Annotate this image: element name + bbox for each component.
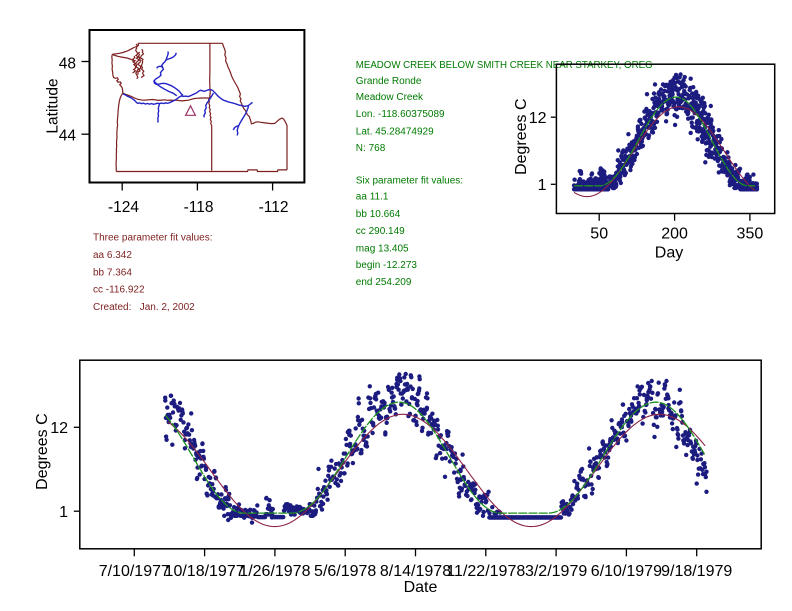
svg-text:1/26/1978: 1/26/1978 [239, 563, 310, 580]
svg-text:6/10/1979: 6/10/1979 [591, 563, 662, 580]
svg-text:50: 50 [590, 226, 608, 243]
svg-text:12: 12 [50, 420, 68, 437]
svg-text:11/22/1978: 11/22/1978 [446, 563, 525, 580]
svg-text:aa 6.342: aa 6.342 [93, 250, 132, 261]
svg-text:Latitude: Latitude [45, 78, 62, 133]
svg-text:Created: Jan. 2, 2002: Created: Jan. 2, 2002 [93, 302, 195, 313]
svg-text:begin -12.273: begin -12.273 [356, 260, 418, 271]
svg-text:48: 48 [59, 55, 76, 72]
svg-text:Degrees C: Degrees C [34, 413, 51, 489]
svg-text:Three parameter fit values:: Three parameter fit values: [93, 233, 213, 244]
svg-text:7/10/1977: 7/10/1977 [99, 563, 170, 580]
svg-text:8/14/1978: 8/14/1978 [380, 563, 451, 580]
svg-text:44: 44 [59, 128, 77, 145]
svg-text:5/6/1978: 5/6/1978 [314, 563, 376, 580]
svg-text:Meadow Creek: Meadow Creek [356, 92, 424, 103]
svg-text:bb 10.664: bb 10.664 [356, 209, 401, 220]
svg-text:1: 1 [59, 504, 68, 521]
svg-text:Lon. -118.60375089: Lon. -118.60375089 [356, 109, 445, 120]
svg-text:200: 200 [661, 226, 688, 243]
svg-text:cc 290.149: cc 290.149 [356, 226, 405, 237]
svg-text:Lat. 45.28474929: Lat. 45.28474929 [356, 127, 434, 138]
svg-text:mag 13.405: mag 13.405 [356, 243, 409, 254]
svg-text:aa 11.1: aa 11.1 [356, 192, 389, 203]
svg-text:Six parameter fit values:: Six parameter fit values: [356, 176, 463, 187]
svg-text:-118: -118 [184, 199, 214, 216]
svg-text:12: 12 [529, 110, 547, 127]
svg-text:end 254.209: end 254.209 [356, 277, 412, 288]
svg-text:MEADOW CREEK BELOW SMITH CREEK: MEADOW CREEK BELOW SMITH CREEK NEAR STAR… [356, 60, 653, 71]
svg-text:-112: -112 [259, 199, 289, 216]
svg-text:-124: -124 [108, 199, 139, 216]
svg-text:10/18/1977: 10/18/1977 [165, 563, 245, 580]
svg-text:350: 350 [737, 226, 764, 243]
svg-text:Day: Day [655, 244, 683, 261]
svg-text:N: 768: N: 768 [356, 143, 386, 154]
svg-text:3/2/1979: 3/2/1979 [525, 563, 587, 580]
svg-text:Degrees C: Degrees C [513, 98, 530, 174]
svg-text:Date: Date [404, 579, 438, 596]
svg-text:bb 7.364: bb 7.364 [93, 267, 132, 278]
svg-text:9/18/1979: 9/18/1979 [661, 563, 732, 580]
svg-text:Grande Ronde: Grande Ronde [356, 76, 422, 87]
svg-text:cc -116.922: cc -116.922 [93, 285, 145, 296]
svg-text:1: 1 [538, 177, 547, 194]
